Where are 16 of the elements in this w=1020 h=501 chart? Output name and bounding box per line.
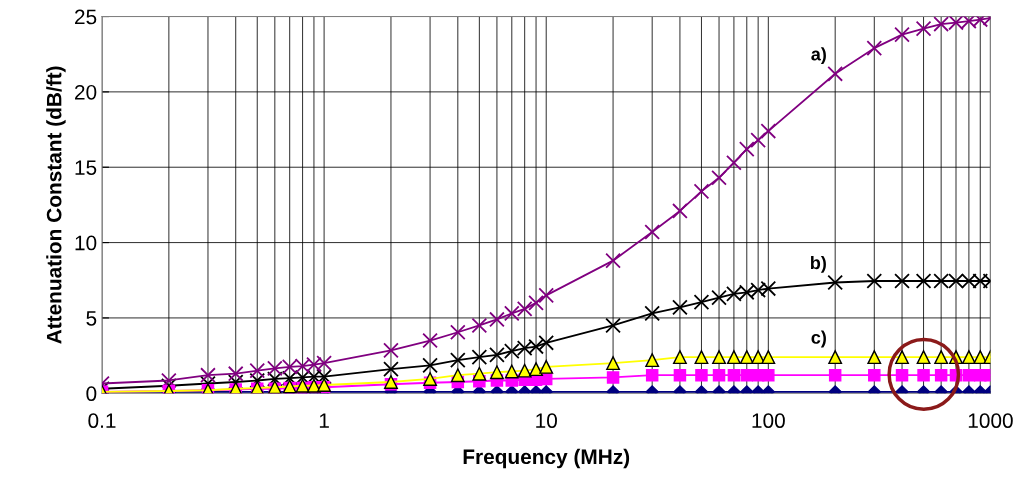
y-tick-label: 15 [75, 160, 97, 175]
y-tick-label: 0 [86, 386, 97, 402]
x-axis-title: Frequency (MHz) [463, 448, 630, 469]
y-tick-label: 20 [75, 84, 97, 100]
x-tick-label: 1000 [968, 413, 1013, 429]
series-label: a) [811, 47, 826, 65]
y-axis-title: Attenuation Constant (dB/ft) [46, 66, 66, 344]
x-tick-label: 1 [319, 413, 329, 428]
series-label: c) [811, 330, 826, 348]
x-tick-label: 100 [752, 413, 785, 429]
x-tick-label: 10 [536, 413, 557, 429]
y-tick-label: 10 [75, 235, 97, 251]
y-tick-label: 5 [86, 311, 97, 326]
y-tick-label: 25 [75, 9, 97, 25]
x-tick-label: 0.1 [88, 413, 116, 429]
series-label: b) [810, 255, 826, 273]
